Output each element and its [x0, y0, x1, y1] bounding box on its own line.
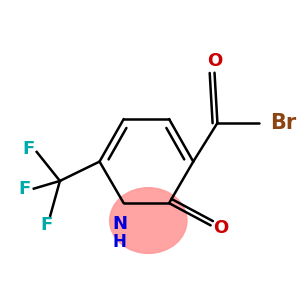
Ellipse shape: [110, 188, 187, 254]
Text: N: N: [112, 215, 127, 233]
Text: Br: Br: [271, 113, 297, 133]
Text: O: O: [213, 219, 228, 237]
Text: O: O: [207, 52, 222, 70]
Text: F: F: [23, 140, 35, 158]
Text: F: F: [40, 216, 52, 234]
Text: F: F: [18, 180, 30, 198]
Text: H: H: [113, 233, 127, 251]
